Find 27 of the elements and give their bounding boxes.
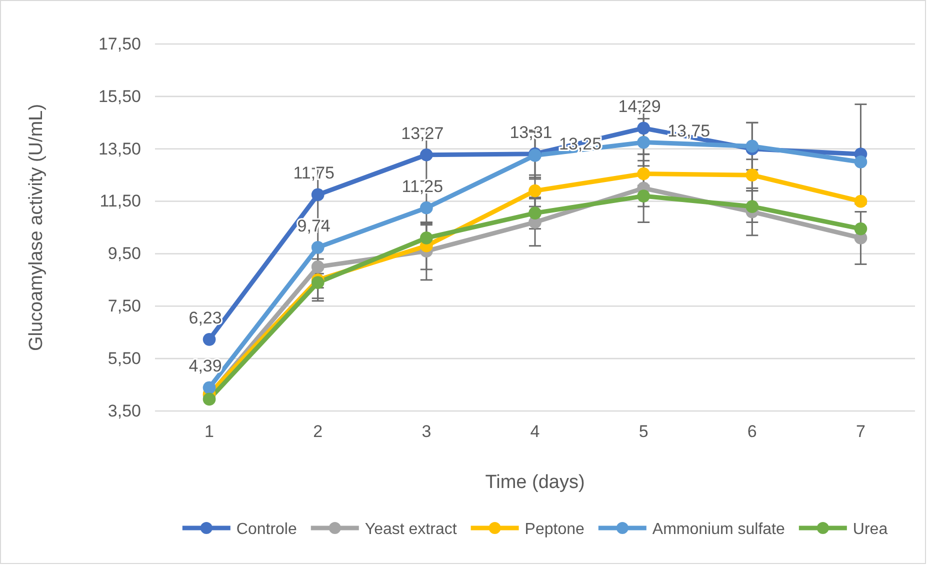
data-label: 6,23: [188, 308, 222, 328]
x-tick-label: 2: [313, 422, 323, 442]
y-axis-title: Glucoamylase activity (U/mL): [26, 104, 47, 352]
legend-label: Yeast extract: [364, 521, 458, 538]
y-tick-label: 5,50: [108, 349, 141, 368]
legend-label: Urea: [852, 521, 888, 538]
legend-label: Controle: [236, 521, 297, 538]
y-tick-label: 3,50: [108, 401, 141, 420]
x-tick-label: 1: [204, 422, 214, 442]
y-tick-label: 17,50: [98, 34, 141, 54]
x-axis-title: Time (days): [485, 472, 585, 493]
data-label: 13,75: [668, 121, 710, 140]
y-tick-label: 13,50: [98, 139, 141, 158]
data-label: 13,31: [510, 122, 552, 142]
y-tick-label: 11,50: [100, 192, 141, 211]
x-tick-label: 7: [856, 422, 866, 442]
x-tick-label: 5: [638, 422, 648, 442]
x-tick-label: 4: [530, 422, 540, 442]
y-tick-label: 7,50: [108, 296, 141, 316]
data-label: 11,25: [402, 176, 444, 196]
legend-label: Ammonium sulfate: [652, 521, 785, 538]
legend-label: Peptone: [524, 521, 585, 538]
data-label: 4,39: [188, 356, 222, 376]
x-tick-label: 3: [422, 422, 432, 442]
x-tick-label: 6: [747, 422, 757, 442]
y-tick-label: 9,50: [108, 244, 141, 264]
y-tick-label: 15,50: [98, 86, 141, 106]
